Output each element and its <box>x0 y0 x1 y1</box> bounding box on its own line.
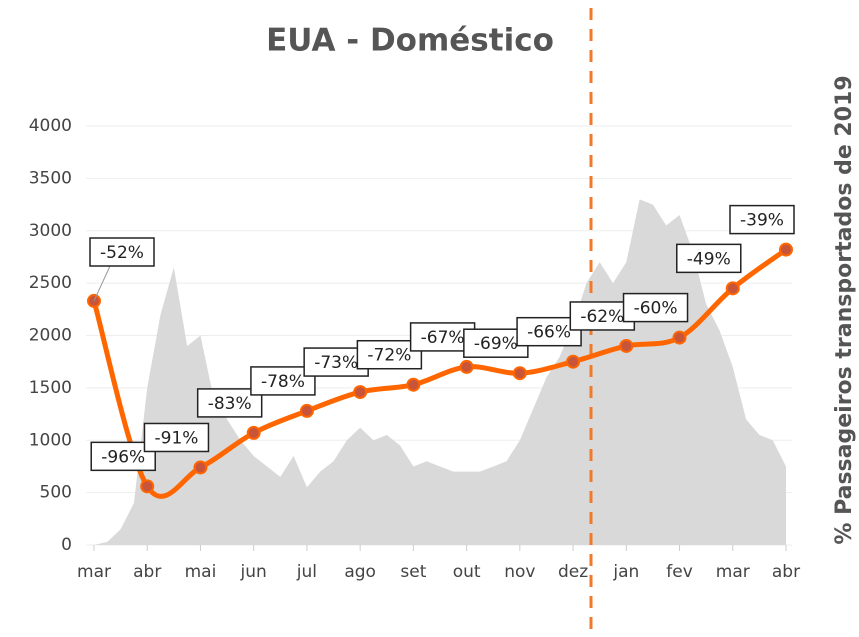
x-tick-label: dez <box>558 562 588 582</box>
point <box>140 479 155 494</box>
data-label: -60% <box>634 299 678 319</box>
point <box>779 242 793 257</box>
data-label: -72% <box>367 346 411 366</box>
point <box>459 359 474 374</box>
y-tick-label: 4000 <box>29 116 72 136</box>
y-tick-label: 3000 <box>29 221 72 241</box>
label-box <box>143 422 210 453</box>
point <box>193 460 208 475</box>
x-tick-label: mai <box>185 562 217 582</box>
x-tick-label: mar <box>716 562 750 582</box>
data-label: -91% <box>155 428 199 448</box>
x-tick-label: mar <box>77 562 111 582</box>
x-tick-label: fev <box>666 562 693 582</box>
y-tick-label: 1500 <box>29 378 72 398</box>
point <box>725 281 740 296</box>
y-axis-label: % Passageiros transportados de 2019 <box>832 75 857 544</box>
y-tick-label: 1000 <box>29 430 72 450</box>
point <box>619 338 634 353</box>
y-tick-label: 500 <box>40 483 72 503</box>
point <box>512 366 527 381</box>
data-label: -67% <box>421 328 465 348</box>
data-label: -69% <box>474 334 518 354</box>
x-tick-label: jun <box>240 562 267 582</box>
point <box>353 385 368 400</box>
background-area <box>94 199 786 545</box>
x-tick-label: nov <box>504 562 535 582</box>
x-tick-label: set <box>400 562 426 582</box>
point <box>299 403 314 418</box>
point <box>566 354 581 369</box>
data-label: -49% <box>687 249 731 269</box>
point <box>246 425 261 440</box>
label-box <box>729 204 795 235</box>
data-label: -83% <box>208 394 252 414</box>
label-box <box>676 243 742 274</box>
point <box>406 377 421 392</box>
x-tick-label: abr <box>133 562 161 582</box>
data-label: -73% <box>314 353 358 373</box>
point <box>672 330 687 345</box>
x-tick-label: out <box>453 562 481 582</box>
x-tick-label: jul <box>296 562 317 582</box>
y-tick-label: 2000 <box>29 326 72 346</box>
data-label: -96% <box>101 447 145 467</box>
x-tick-label: jan <box>612 562 639 582</box>
data-label: -52% <box>100 243 144 263</box>
x-tick-label: abr <box>772 562 800 582</box>
data-label: -62% <box>580 307 624 327</box>
leader-line <box>93 265 111 302</box>
data-label: -78% <box>261 372 305 392</box>
y-tick-label: 0 <box>61 535 72 555</box>
label-box <box>356 339 423 370</box>
label-box <box>622 292 689 323</box>
label-box <box>89 237 155 267</box>
y-tick-label: 3500 <box>29 168 72 188</box>
area-layer <box>94 199 786 545</box>
data-label: -39% <box>740 211 784 231</box>
y-tick-label: 2500 <box>29 273 72 293</box>
chart-title: EUA - Doméstico <box>266 23 554 59</box>
grid: 0 500 1000 1500 2000 2500 3000 3500 4000 mar abr ma… <box>29 116 800 582</box>
x-tick-label: ago <box>344 562 376 582</box>
data-label: -66% <box>527 323 571 343</box>
marks-layer: -52% -96% -91% -83% -78% -73% -72% -67% -69% -66%… <box>87 204 795 499</box>
